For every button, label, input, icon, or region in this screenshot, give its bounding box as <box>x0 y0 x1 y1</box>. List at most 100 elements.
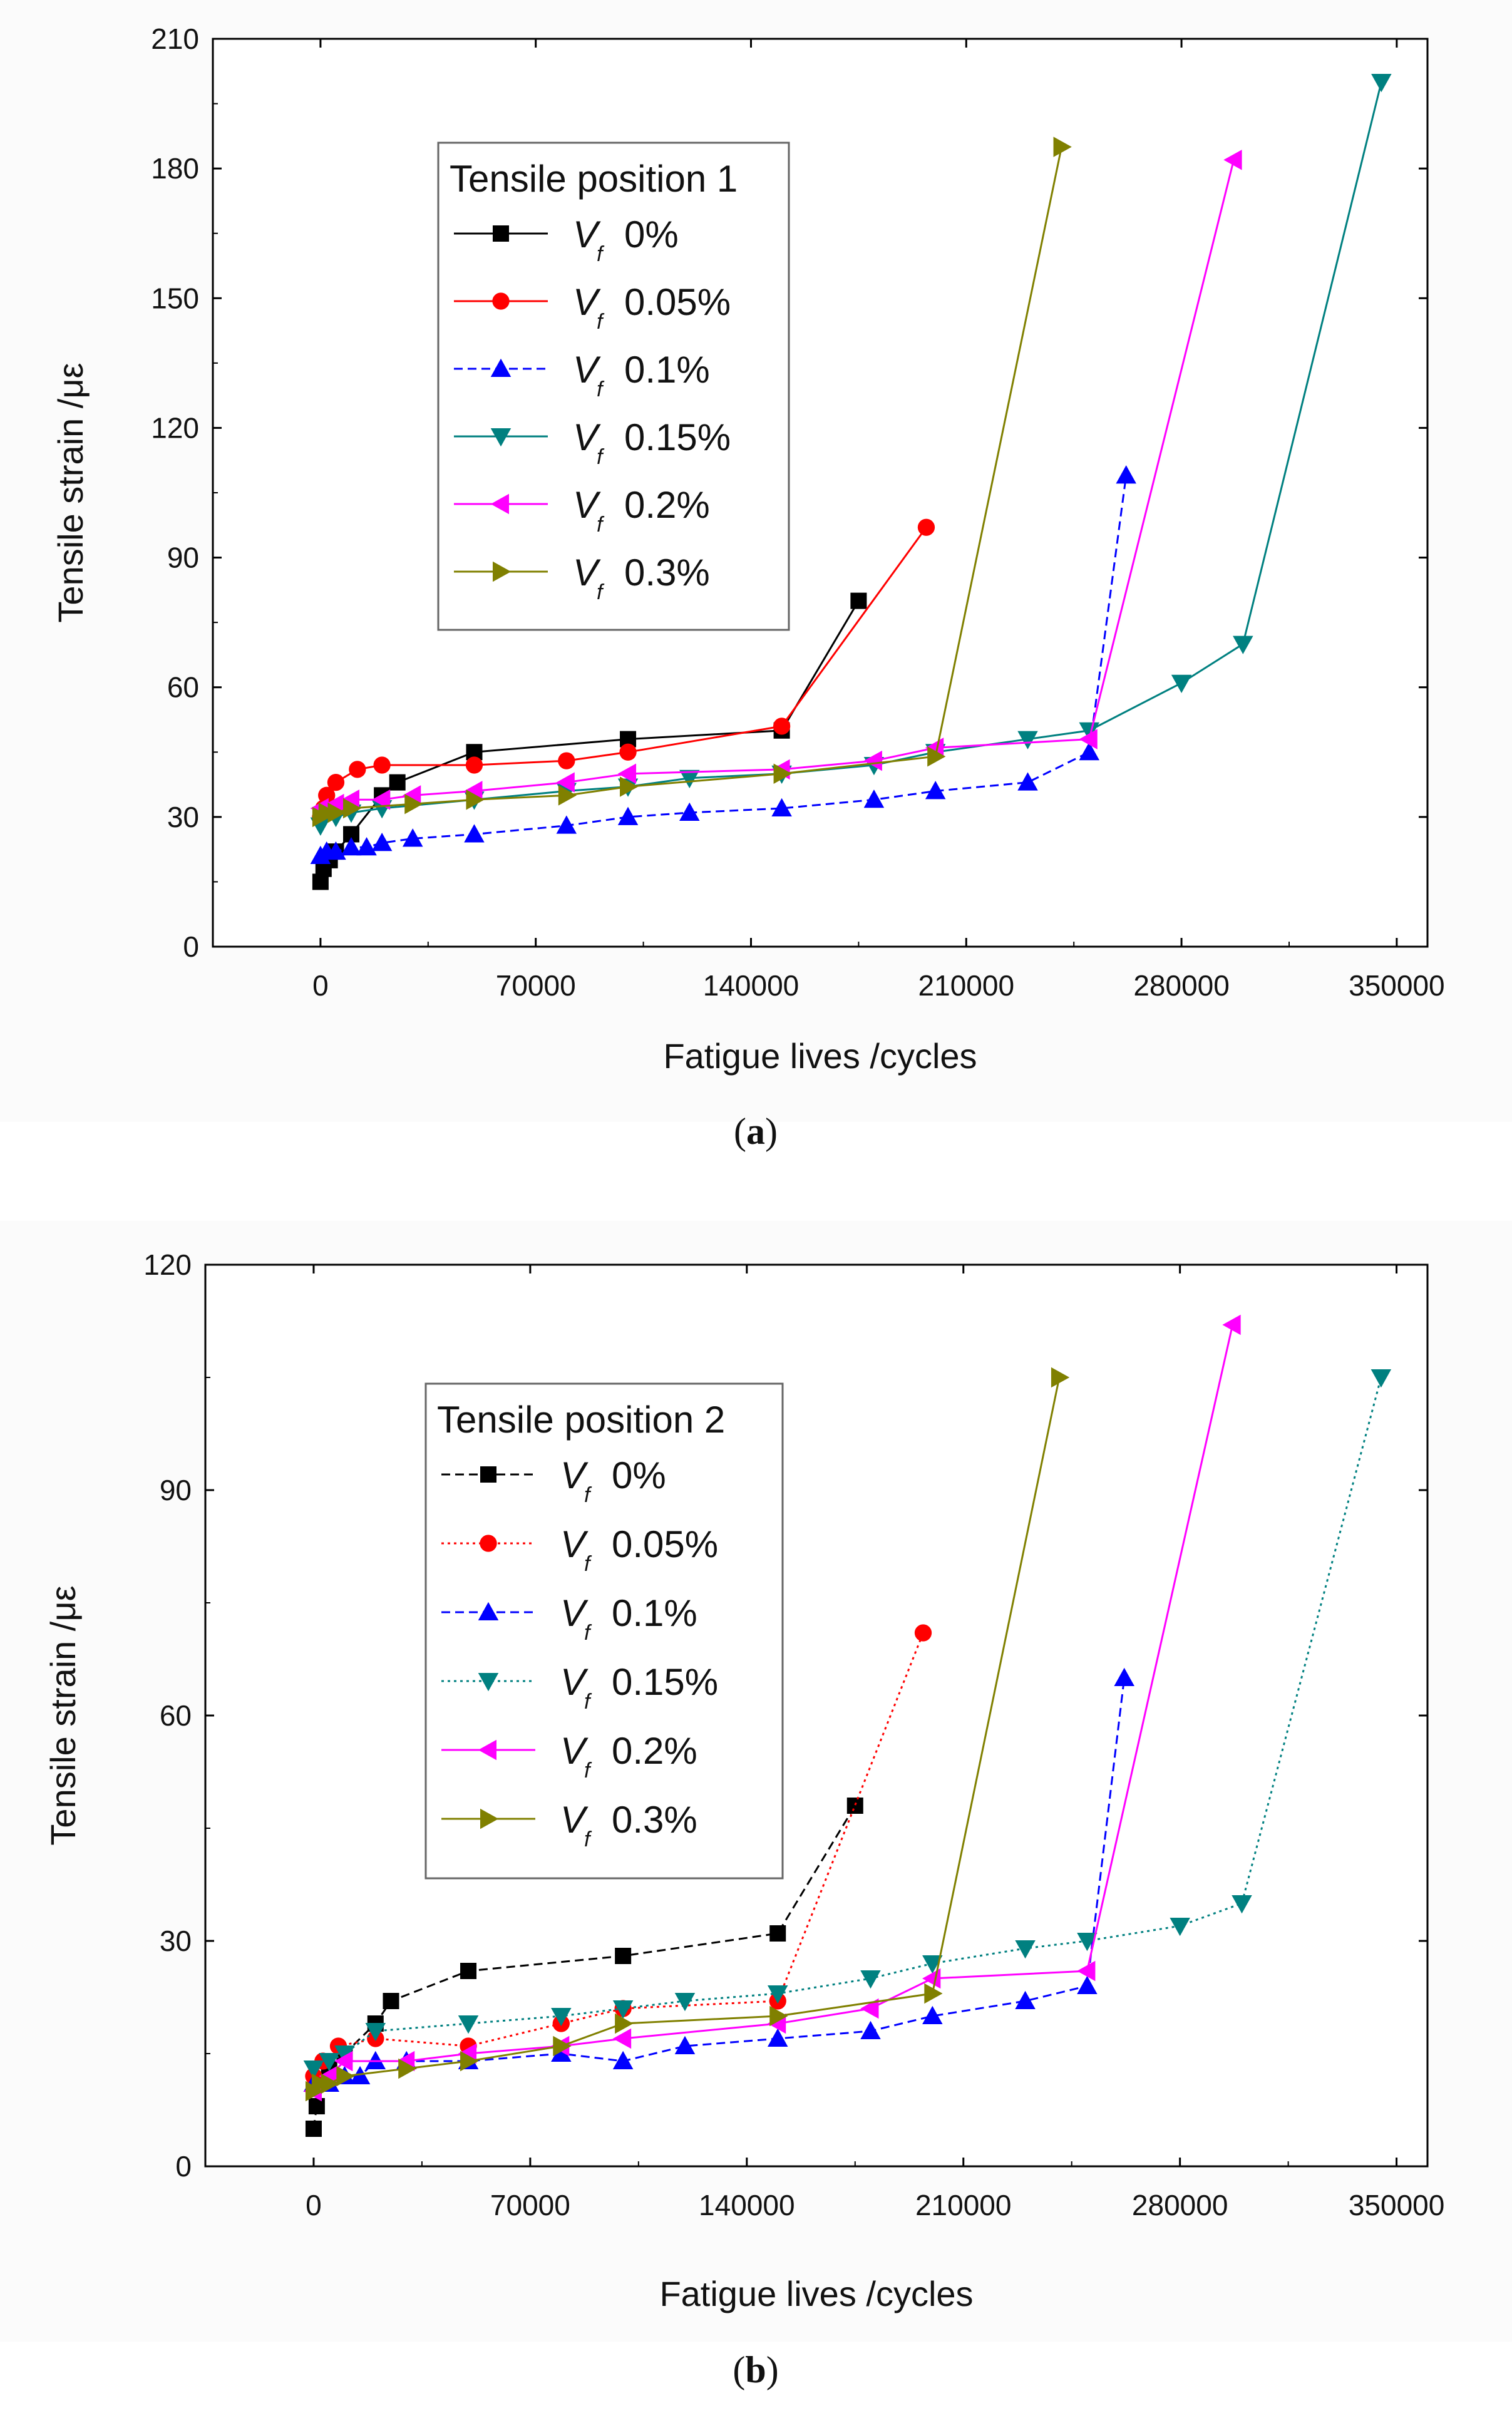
y-tick-label: 210 <box>151 23 199 55</box>
chart-panel-b: 0 30 60 90 120 0 70000 140000 210000 280000 350000… <box>0 1221 1512 2390</box>
data-point <box>612 2028 632 2049</box>
data-point <box>1053 136 1072 157</box>
y-tick-label: 60 <box>160 1699 192 1732</box>
plot-frame <box>204 1263 1429 2168</box>
x-tick-label: 280000 <box>1132 2189 1228 2221</box>
panel-label: (b) <box>733 2349 778 2390</box>
series-line <box>313 1677 1126 2085</box>
legend-box <box>424 1382 784 1880</box>
data-point <box>551 2043 572 2062</box>
x-axis-label: Fatigue lives /cycles <box>663 1036 977 1076</box>
legend-swatch-marker <box>478 1673 499 1692</box>
y-tick-label: 90 <box>160 1474 192 1506</box>
data-point <box>1223 150 1242 170</box>
data-point <box>465 756 483 774</box>
series-0_3pct <box>312 136 1072 828</box>
data-point <box>860 2020 881 2039</box>
legend-swatch-marker <box>478 1739 496 1761</box>
data-point <box>318 786 336 804</box>
data-point <box>402 828 423 847</box>
data-point <box>1371 74 1392 93</box>
y-tick-label: 60 <box>167 671 199 704</box>
data-point <box>617 806 639 825</box>
data-point <box>1015 1990 1036 2009</box>
data-point <box>556 815 577 834</box>
x-tick-label: 350000 <box>1349 2189 1445 2221</box>
x-tick-label: 140000 <box>703 969 800 1002</box>
y-tick-label: 0 <box>183 930 199 963</box>
data-point <box>1116 465 1136 484</box>
data-point <box>1114 1667 1134 1686</box>
chart-panel-a: 0 30 60 90 120 150 180 210 0 70000 140000 210000 280… <box>51 23 1445 1152</box>
data-point <box>922 2005 943 2024</box>
data-point <box>349 761 366 778</box>
legend-swatch-marker <box>493 561 512 582</box>
data-point <box>860 1970 881 1989</box>
x-axis-label: Fatigue lives /cycles <box>659 2274 973 2313</box>
x-tick-label: 210000 <box>915 2189 1012 2221</box>
data-point <box>927 746 946 767</box>
data-point <box>365 2050 386 2069</box>
legend-label: 0% <box>624 214 679 255</box>
data-point <box>773 718 791 735</box>
data-point <box>1079 742 1099 761</box>
data-point <box>404 793 423 815</box>
data-point <box>321 2073 339 2094</box>
legend-swatch-marker <box>490 493 509 515</box>
legend-label: 0.3% <box>624 552 710 594</box>
legend-swatch-marker <box>480 1535 497 1552</box>
series-0_1pct <box>310 465 1136 864</box>
x-tick-label: 280000 <box>1133 969 1230 1002</box>
y-tick-label: 30 <box>167 801 199 833</box>
data-point <box>1017 731 1038 749</box>
data-point <box>925 781 946 800</box>
x-tick-label: 350000 <box>1349 969 1445 1002</box>
legend-title: Tensile position 2 <box>437 1399 725 1441</box>
series-line <box>320 81 1382 826</box>
legend-swatch-marker <box>480 1808 499 1829</box>
data-point <box>336 2066 355 2087</box>
x-tick-label: 0 <box>312 969 329 1002</box>
y-axis-label: Tensile strain /με <box>43 1585 83 1845</box>
data-point <box>553 2035 572 2057</box>
legend-variable: V <box>573 281 601 323</box>
data-point <box>850 592 867 609</box>
y-tick-label: 150 <box>151 282 199 314</box>
legend-label: 0.05% <box>624 281 731 323</box>
data-point <box>311 2073 331 2094</box>
legend: Tensile position 1Vf 0%Vf 0.05%Vf 0.1%Vf 0.1… <box>437 141 790 631</box>
data-point <box>341 836 362 856</box>
legend: Tensile position 2Vf 0%Vf 0.05%Vf 0.1%Vf 0.1… <box>424 1382 784 1880</box>
data-point <box>1171 674 1192 694</box>
data-point <box>327 802 346 823</box>
legend-label: 0.2% <box>612 1730 697 1772</box>
data-point <box>1051 1367 1070 1388</box>
data-point <box>679 802 700 821</box>
data-point <box>767 1985 788 2004</box>
y-tick-label: 0 <box>175 2150 192 2183</box>
legend-swatch-marker <box>480 1466 496 1483</box>
data-point <box>1079 722 1099 741</box>
data-point <box>556 772 575 793</box>
data-point <box>334 2050 353 2072</box>
data-point <box>674 1993 696 2012</box>
legend-label: 0.1% <box>612 1592 697 1634</box>
data-point <box>371 789 391 810</box>
data-point <box>771 798 792 817</box>
data-point <box>1079 729 1098 749</box>
data-point <box>615 1948 632 1964</box>
legend-variable: V <box>573 214 601 255</box>
data-point <box>1017 772 1038 791</box>
data-point <box>558 752 575 769</box>
data-point <box>373 756 391 774</box>
data-point <box>318 802 337 823</box>
data-point <box>846 1798 863 1814</box>
panel-label: (a) <box>734 1111 778 1152</box>
legend-variable: V <box>560 1661 589 1703</box>
data-point <box>308 2098 325 2114</box>
series-0_05pct <box>312 518 935 826</box>
series-0_3pct <box>305 1367 1070 2102</box>
plot-frame <box>212 38 1429 948</box>
data-point <box>303 2060 324 2079</box>
data-point <box>617 763 637 785</box>
